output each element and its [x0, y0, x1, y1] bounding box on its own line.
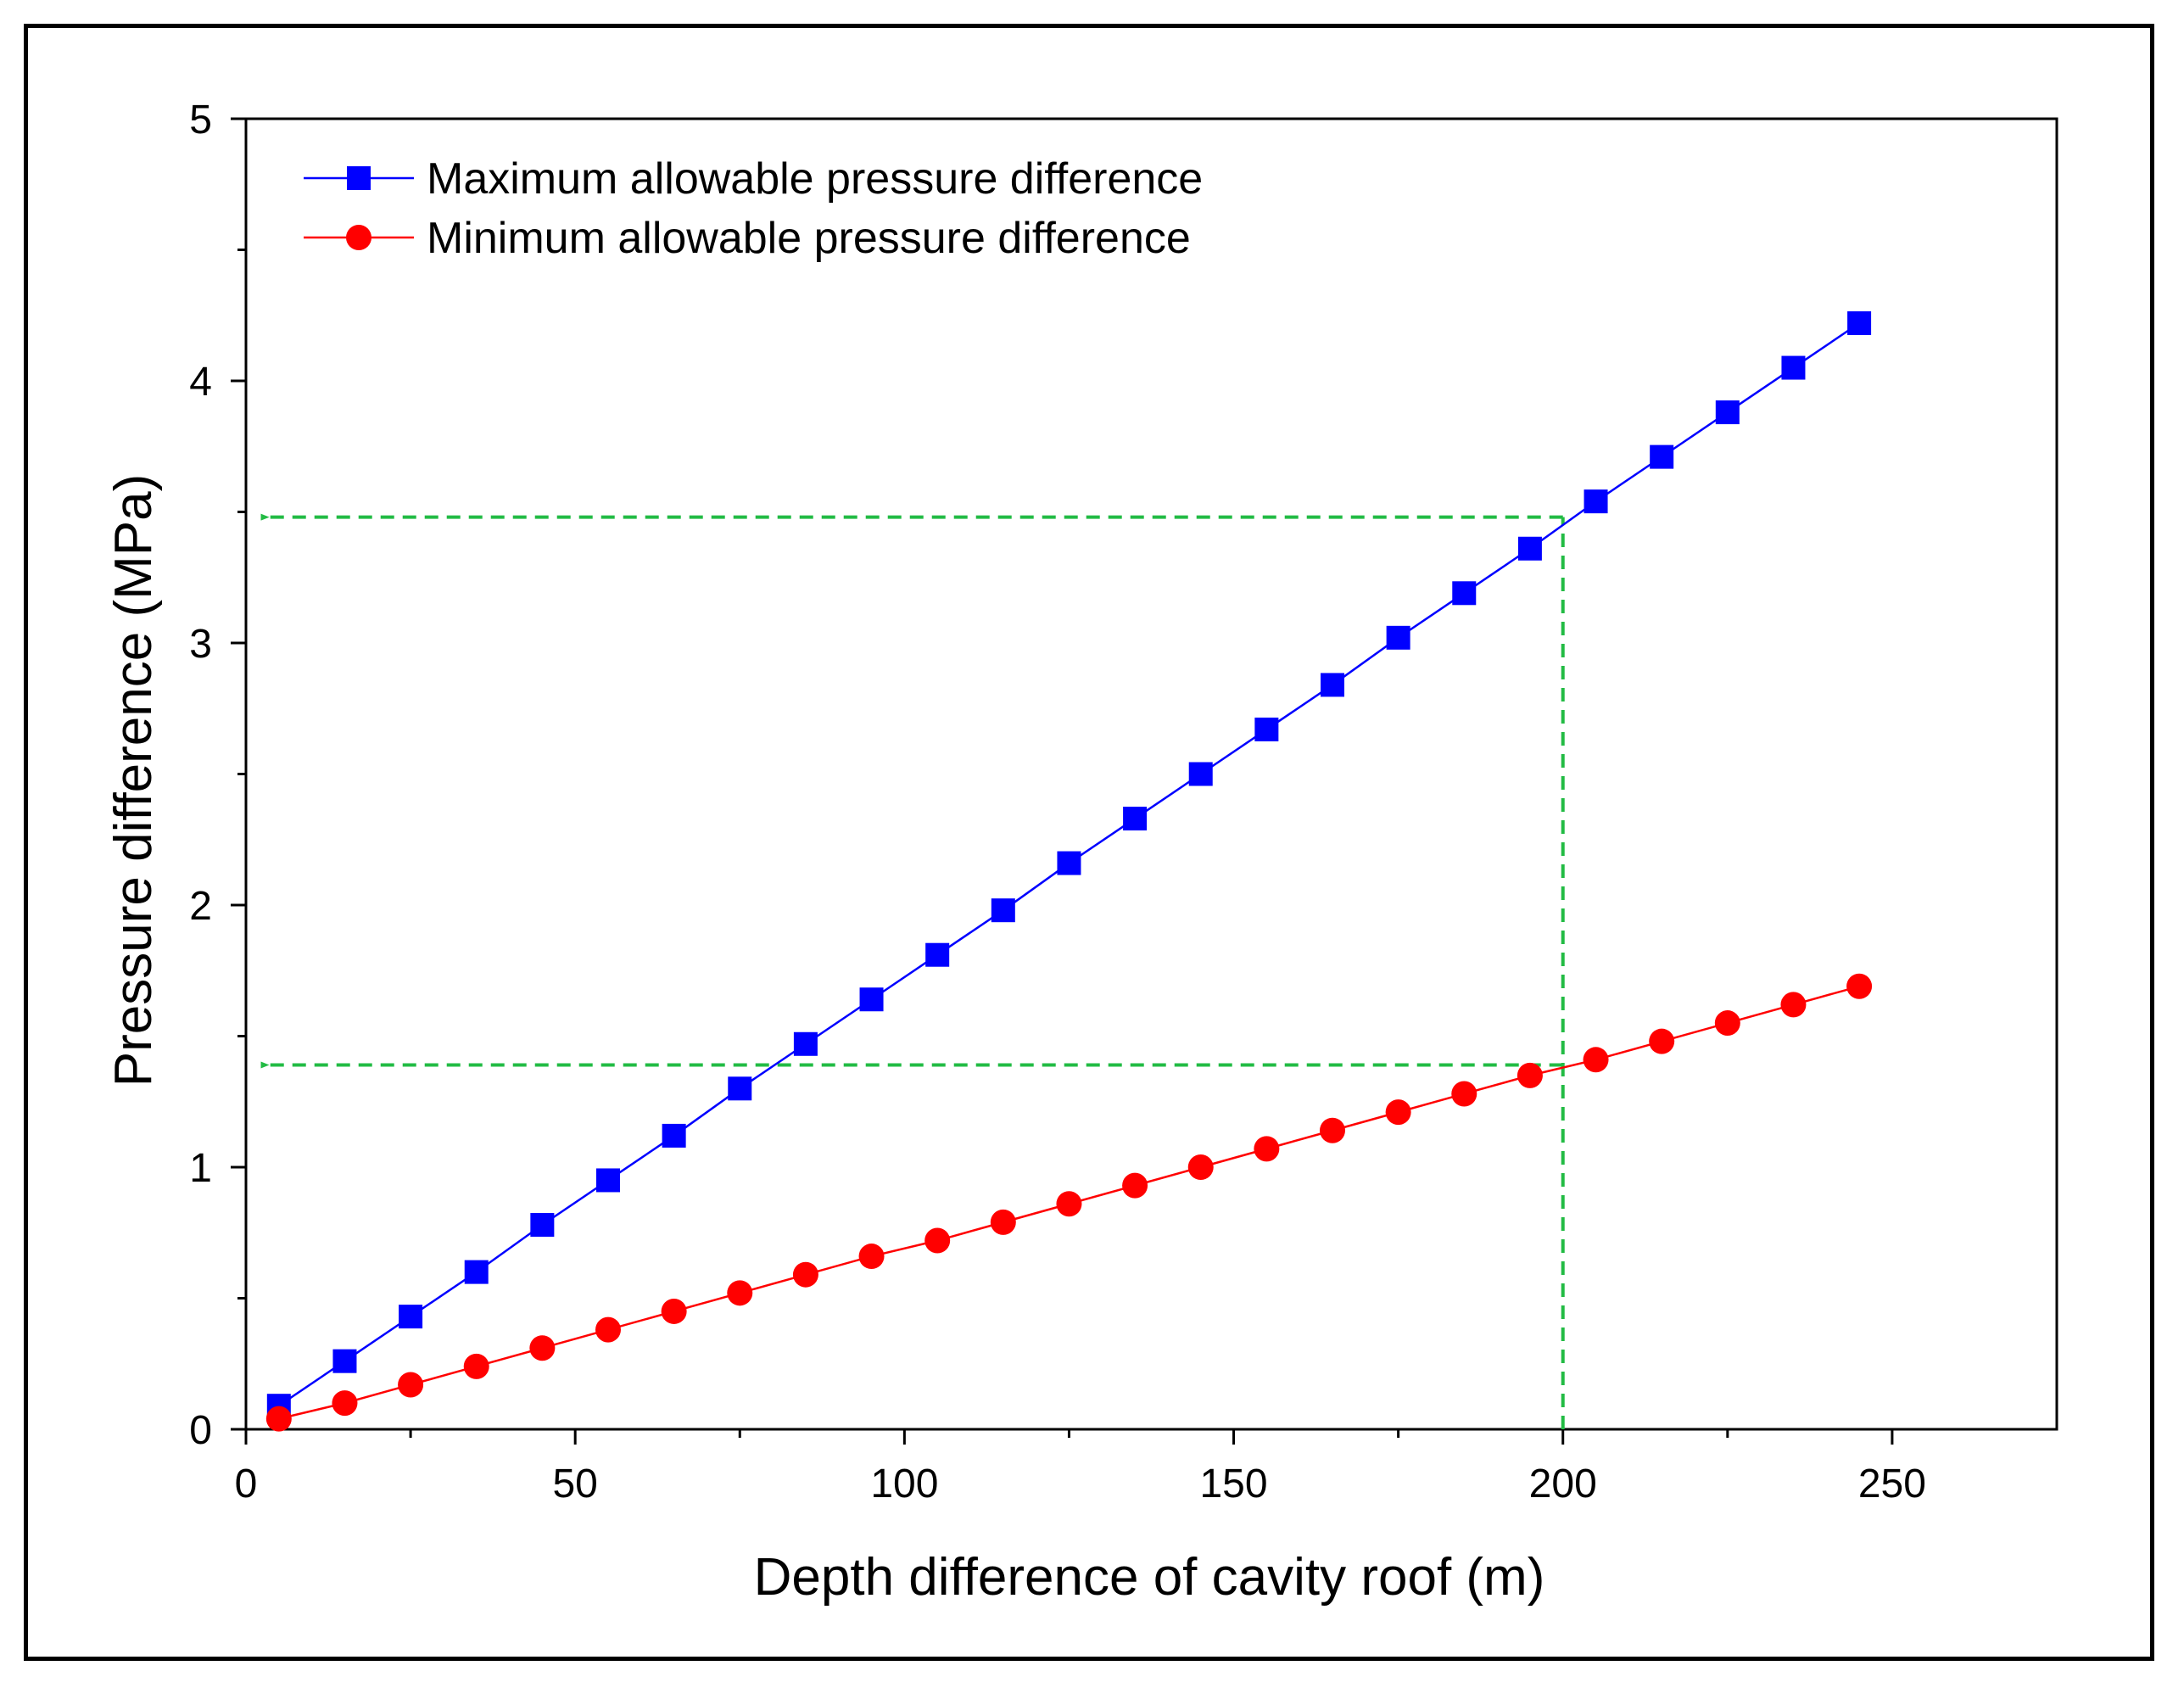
data-point-min: [463, 1353, 489, 1379]
x-axis-title: Depth difference of cavity roof (m): [754, 1548, 1545, 1607]
data-point-min: [265, 1406, 292, 1432]
data-point-max: [530, 1212, 555, 1237]
data-point-max: [1847, 311, 1872, 336]
y-tick-label: 4: [189, 360, 212, 405]
x-tick-label: 200: [1529, 1462, 1597, 1506]
y-tick-label: 5: [189, 98, 212, 143]
x-tick-label: 0: [235, 1462, 258, 1506]
data-point-min: [990, 1209, 1016, 1235]
data-point-min: [1254, 1136, 1280, 1162]
data-point-max: [1715, 400, 1740, 425]
y-tick-label: 2: [189, 884, 212, 929]
y-tick-label: 3: [189, 622, 212, 667]
data-point-min: [727, 1280, 753, 1306]
x-tick-label: 250: [1858, 1462, 1926, 1506]
data-point-min: [398, 1372, 424, 1398]
data-point-max: [1254, 717, 1279, 741]
data-point-min: [529, 1335, 556, 1361]
legend-marker-square: [347, 166, 371, 190]
plot-area-border: [244, 117, 2058, 1431]
legend-label-1: Maximum allowable pressure difference: [427, 154, 1203, 204]
data-point-min: [1649, 1028, 1675, 1054]
data-point-min: [1122, 1172, 1148, 1199]
y-axis-title: Pressure difference (MPa): [104, 474, 163, 1087]
data-point-max: [859, 987, 884, 1012]
data-point-min: [1714, 1010, 1740, 1037]
data-point-max: [728, 1076, 752, 1101]
data-point-max: [1057, 851, 1081, 875]
data-point-min: [924, 1227, 951, 1254]
data-point-max: [1452, 581, 1477, 606]
data-point-max: [1584, 489, 1608, 514]
data-point-max: [793, 1031, 818, 1056]
data-point-min: [1846, 973, 1873, 999]
data-point-min: [1187, 1154, 1214, 1180]
data-point-min: [1583, 1047, 1609, 1073]
data-point-min: [1451, 1081, 1477, 1107]
data-point-min: [1320, 1117, 1345, 1143]
data-point-max: [596, 1168, 620, 1193]
data-point-min: [1780, 992, 1807, 1018]
data-point-max: [332, 1349, 357, 1373]
data-point-min: [858, 1244, 885, 1270]
data-point-max: [1650, 444, 1674, 469]
data-point-min: [792, 1261, 818, 1288]
data-point-max: [1781, 355, 1806, 380]
data-point-max: [1386, 625, 1410, 650]
x-tick-label: 100: [870, 1462, 938, 1506]
x-tick-label: 50: [552, 1462, 597, 1506]
data-point-min: [332, 1390, 358, 1417]
data-point-max: [1517, 536, 1542, 561]
data-point-max: [991, 898, 1015, 923]
x-tick-label: 150: [1199, 1462, 1267, 1506]
data-point-min: [1056, 1191, 1082, 1217]
data-point-max: [662, 1123, 686, 1148]
y-tick-label: 0: [189, 1408, 212, 1453]
data-point-max: [464, 1260, 489, 1284]
data-point-max: [1188, 762, 1213, 786]
legend-label-2: Minimum allowable pressure difference: [427, 214, 1191, 263]
data-point-min: [1385, 1099, 1411, 1126]
data-point-max: [1321, 673, 1344, 697]
data-point-min: [1517, 1062, 1543, 1088]
data-point-max: [1123, 807, 1148, 831]
legend-marker-circle: [346, 225, 371, 250]
y-tick-label: 1: [189, 1146, 212, 1191]
figure-frame: [24, 24, 2154, 1661]
data-point-max: [925, 942, 950, 967]
data-point-max: [399, 1305, 423, 1329]
data-point-min: [661, 1298, 687, 1324]
data-point-min: [595, 1316, 621, 1343]
